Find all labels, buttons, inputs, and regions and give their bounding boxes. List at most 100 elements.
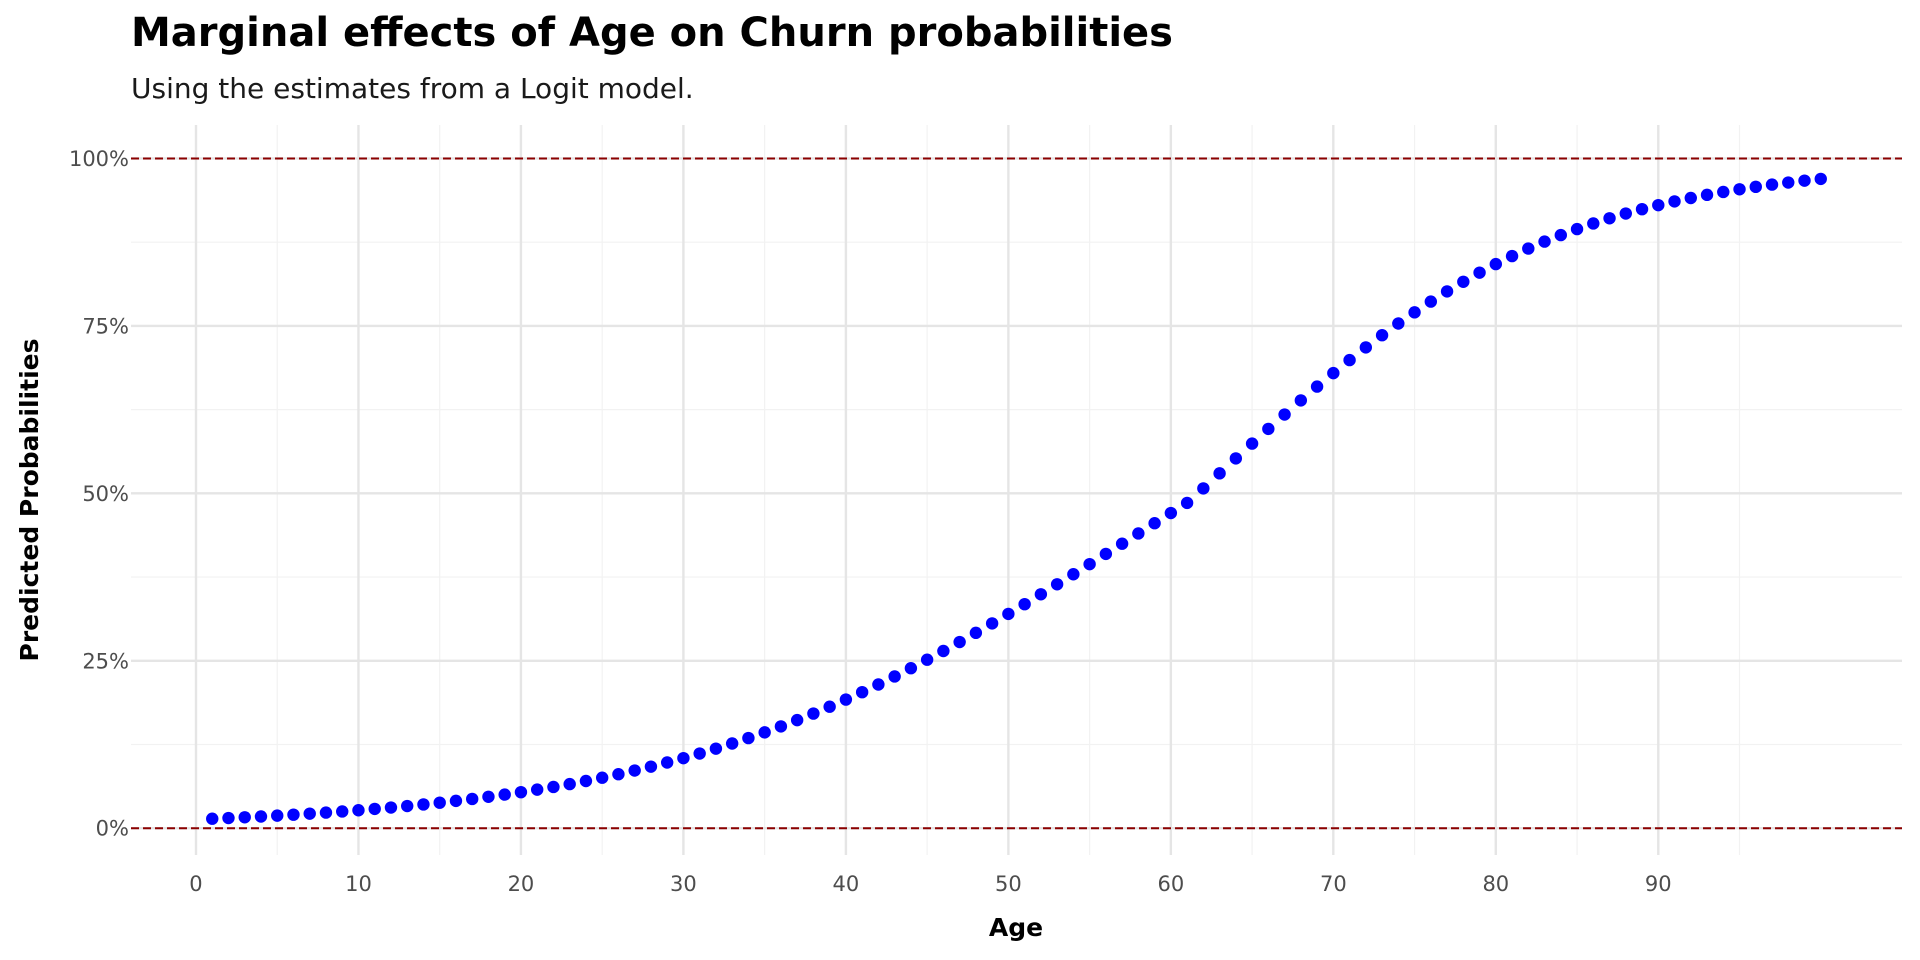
data-point bbox=[1115, 537, 1129, 550]
data-point bbox=[1619, 207, 1632, 220]
data-point bbox=[352, 804, 365, 817]
data-point bbox=[904, 662, 918, 675]
data-point bbox=[725, 737, 739, 750]
data-point bbox=[1148, 517, 1161, 530]
x-tick-label: 40 bbox=[833, 872, 860, 896]
minor-gridlines bbox=[131, 125, 1902, 855]
data-point bbox=[1164, 506, 1178, 520]
data-point bbox=[1034, 588, 1048, 601]
data-point bbox=[547, 780, 560, 794]
data-point bbox=[1798, 174, 1811, 187]
data-point bbox=[1327, 366, 1340, 380]
x-axis-ticks: 0 10 20 30 40 50 60 70 80 90 bbox=[189, 872, 1671, 896]
data-point bbox=[254, 810, 268, 823]
data-point bbox=[839, 693, 853, 706]
data-point bbox=[417, 798, 430, 811]
data-point bbox=[1538, 235, 1551, 248]
data-point bbox=[1782, 176, 1795, 189]
data-point bbox=[628, 764, 641, 777]
data-point bbox=[1522, 242, 1535, 255]
x-tick-label: 70 bbox=[1320, 872, 1347, 896]
data-point bbox=[287, 808, 300, 821]
data-point bbox=[1359, 341, 1373, 354]
data-point bbox=[1229, 452, 1243, 465]
data-point bbox=[319, 806, 333, 819]
data-point bbox=[1717, 185, 1730, 199]
data-point bbox=[1733, 183, 1746, 196]
major-gridlines bbox=[131, 125, 1902, 855]
data-point bbox=[1554, 228, 1567, 242]
data-point bbox=[466, 792, 479, 806]
data-point bbox=[1245, 437, 1259, 450]
data-point bbox=[660, 756, 674, 769]
data-point bbox=[823, 700, 836, 713]
data-point bbox=[1587, 217, 1600, 230]
y-tick-label: 75% bbox=[82, 314, 129, 338]
data-point bbox=[920, 653, 934, 666]
data-point bbox=[530, 783, 544, 796]
y-tick-label: 0% bbox=[96, 817, 129, 841]
x-tick-label: 10 bbox=[345, 872, 372, 896]
data-point bbox=[1262, 422, 1275, 436]
data-point bbox=[758, 726, 771, 739]
data-point bbox=[709, 742, 723, 755]
data-point bbox=[1603, 212, 1616, 225]
data-point bbox=[579, 774, 593, 788]
x-tick-label: 50 bbox=[995, 872, 1022, 896]
data-point bbox=[1343, 353, 1356, 367]
data-point bbox=[368, 802, 381, 816]
data-point bbox=[1099, 547, 1113, 561]
data-point bbox=[1668, 195, 1681, 208]
data-point bbox=[1213, 467, 1226, 480]
y-tick-label: 50% bbox=[82, 482, 129, 506]
data-point bbox=[1684, 191, 1697, 205]
data-point bbox=[1505, 249, 1519, 263]
data-point bbox=[742, 731, 755, 745]
data-point bbox=[303, 807, 316, 820]
data-point bbox=[1392, 317, 1405, 330]
data-point bbox=[937, 644, 950, 658]
data-point bbox=[888, 670, 901, 683]
data-point bbox=[1067, 568, 1080, 581]
data-point bbox=[222, 811, 235, 825]
data-point bbox=[774, 720, 788, 733]
y-tick-label: 25% bbox=[82, 649, 129, 673]
data-point bbox=[1749, 180, 1762, 194]
x-tick-label: 30 bbox=[670, 872, 697, 896]
data-point bbox=[1700, 188, 1714, 202]
data-point bbox=[953, 635, 966, 649]
data-point bbox=[855, 685, 869, 699]
x-tick-label: 60 bbox=[1157, 872, 1184, 896]
x-axis-title: Age bbox=[989, 913, 1043, 942]
data-point bbox=[1180, 496, 1194, 510]
data-point bbox=[985, 617, 999, 630]
data-point bbox=[872, 678, 885, 691]
data-points bbox=[206, 172, 1827, 825]
reference-lines bbox=[131, 157, 1902, 830]
data-point bbox=[1132, 527, 1145, 540]
data-point bbox=[807, 707, 820, 720]
data-point bbox=[1050, 578, 1064, 591]
data-point bbox=[1473, 266, 1486, 279]
chart-subtitle: Using the estimates from a Logit model. bbox=[131, 72, 694, 105]
x-tick-label: 0 bbox=[189, 872, 202, 896]
data-point bbox=[1408, 306, 1421, 319]
data-point bbox=[271, 809, 284, 822]
data-point bbox=[1294, 394, 1308, 407]
data-point bbox=[1570, 222, 1584, 236]
data-point bbox=[1652, 198, 1665, 212]
data-point bbox=[1457, 275, 1470, 288]
data-point bbox=[1375, 329, 1389, 342]
y-axis-title: Predicted Probabilities bbox=[15, 339, 44, 662]
data-point bbox=[693, 747, 706, 760]
y-axis-ticks: 0% 25% 50% 75% 100% bbox=[69, 147, 129, 841]
chart-title: Marginal effects of Age on Churn probabi… bbox=[131, 10, 1173, 56]
data-point bbox=[238, 811, 251, 824]
data-point bbox=[449, 794, 463, 808]
data-point bbox=[1197, 482, 1210, 495]
x-tick-label: 90 bbox=[1645, 872, 1672, 896]
data-point bbox=[644, 760, 658, 773]
data-point bbox=[433, 796, 446, 809]
data-point bbox=[514, 785, 528, 799]
